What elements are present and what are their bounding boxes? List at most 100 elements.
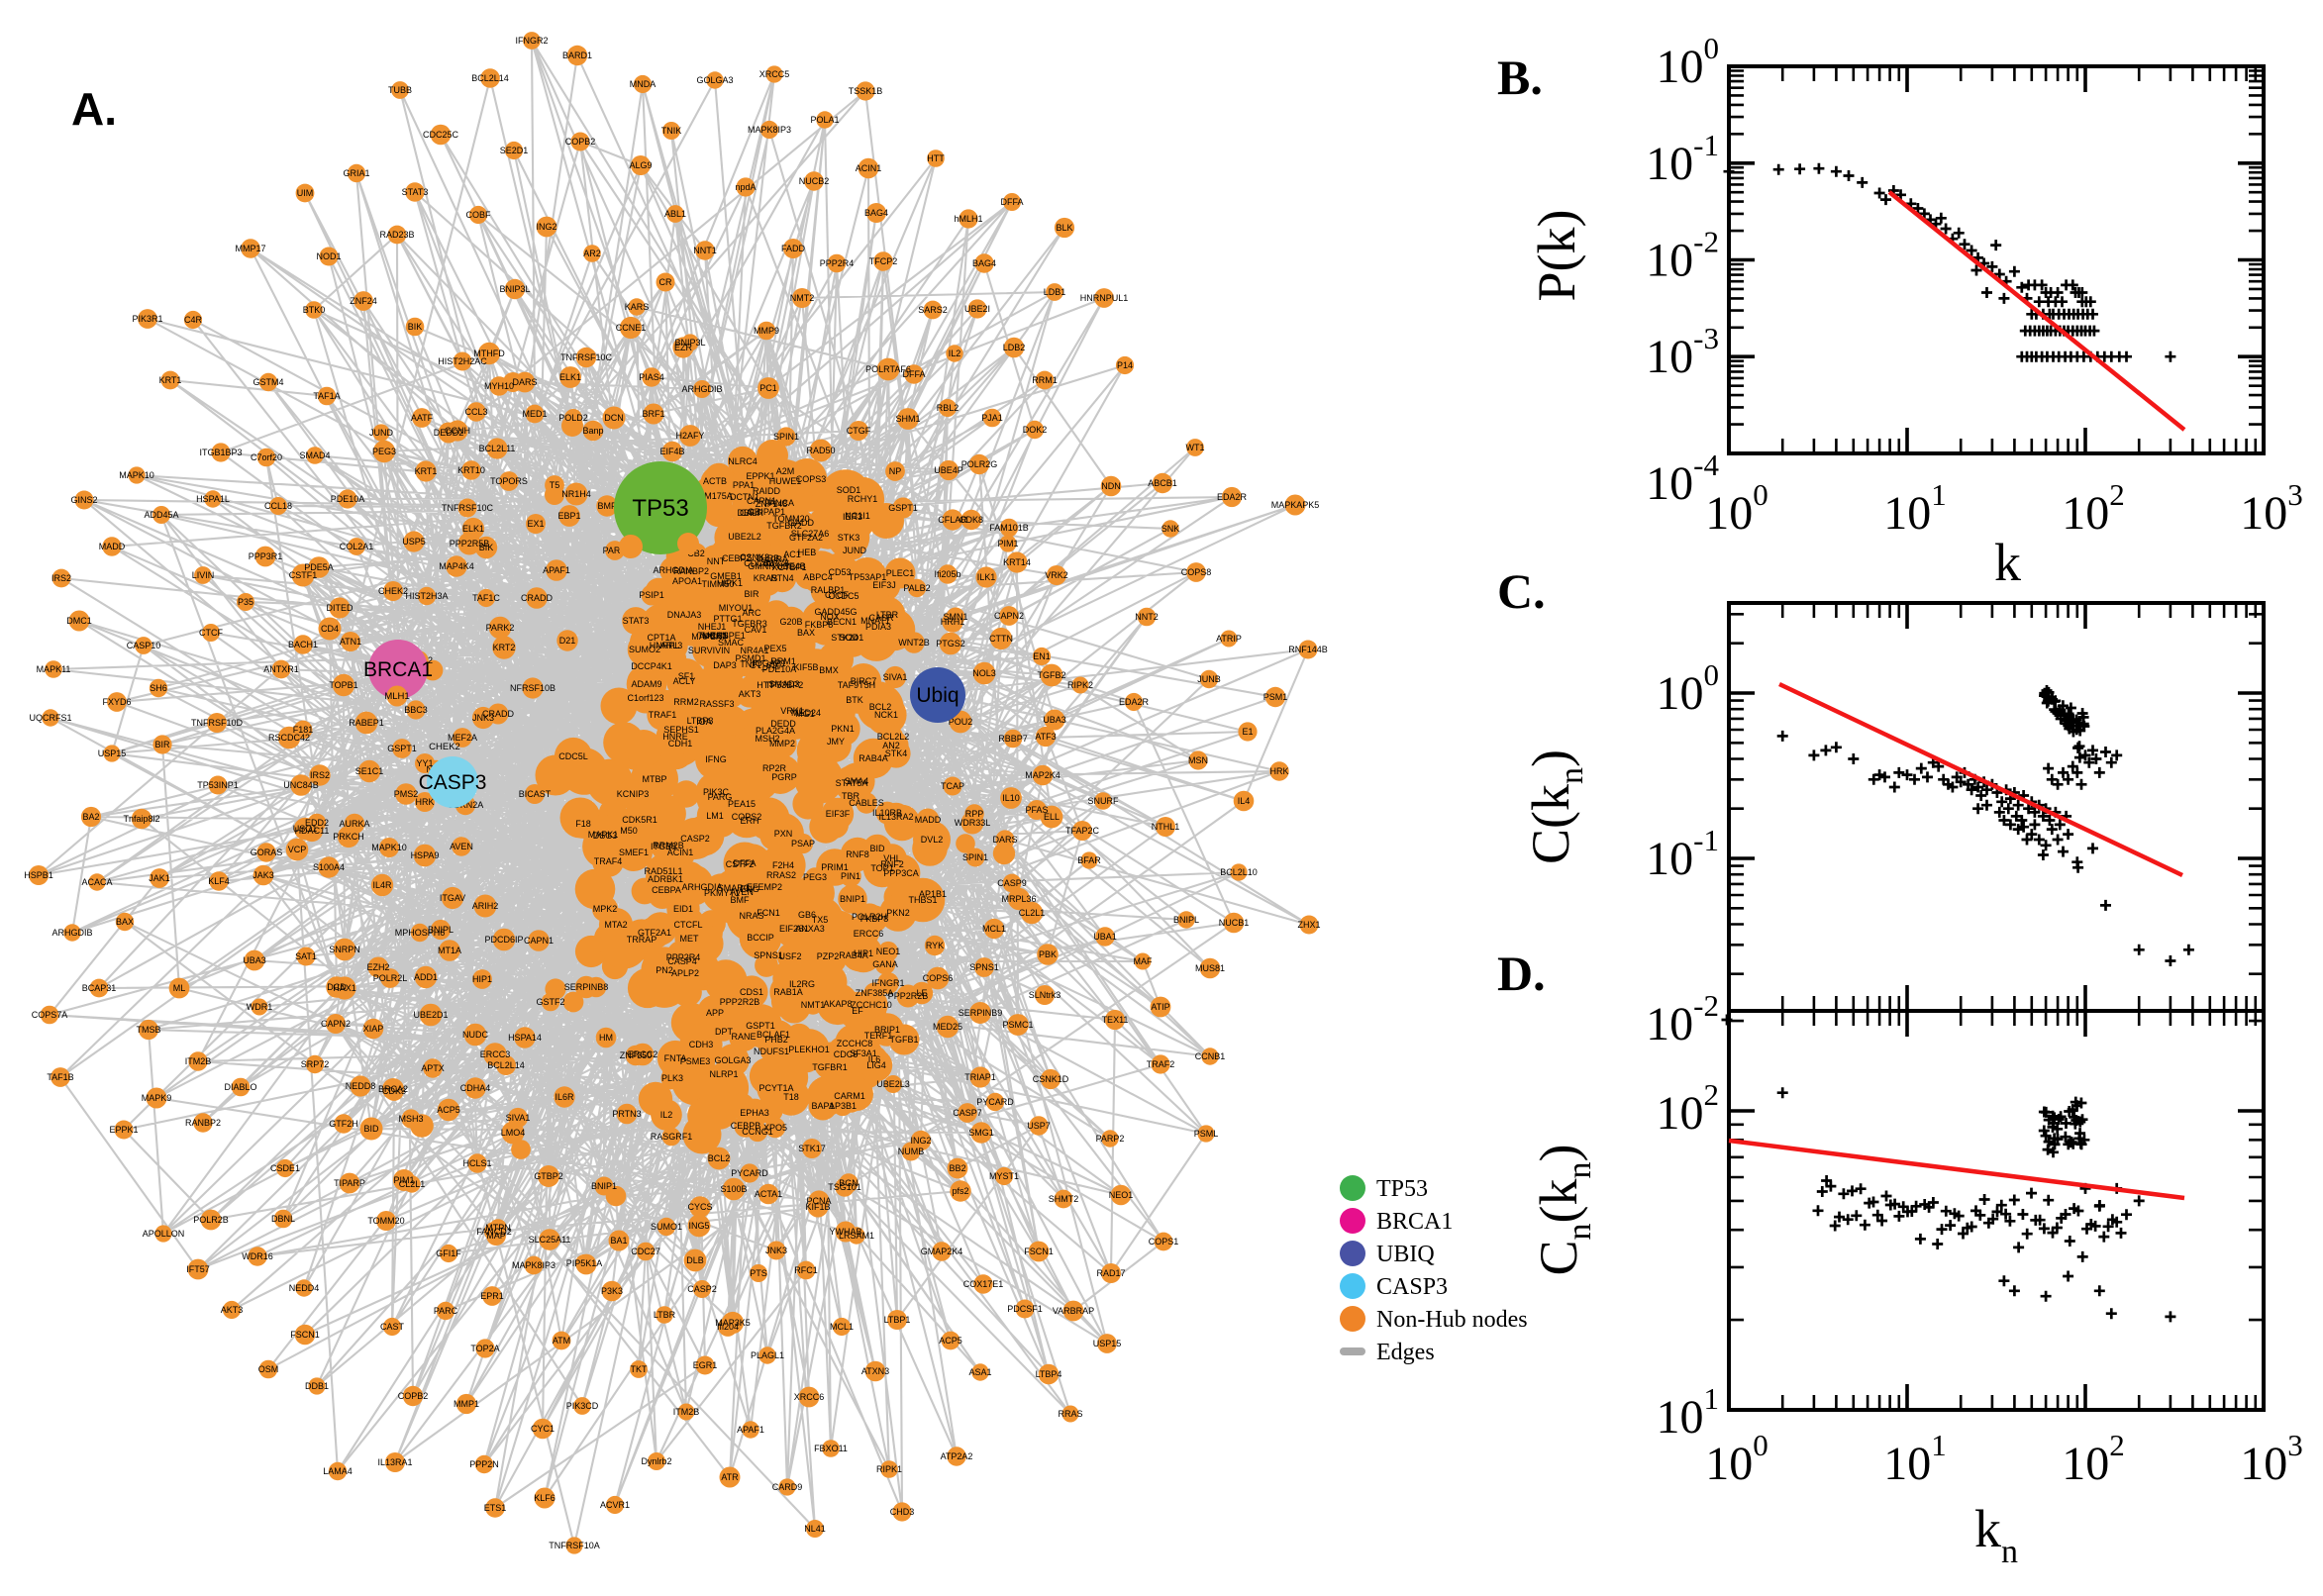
svg-text:GSTF2: GSTF2 (536, 997, 564, 1007)
svg-text:COPS1: COPS1 (1149, 1237, 1179, 1247)
svg-text:TRIAP1: TRIAP1 (964, 1072, 996, 1082)
svg-text:MAPKAPK5: MAPKAPK5 (1271, 500, 1320, 510)
svg-text:ZCCHC8: ZCCHC8 (837, 1039, 873, 1048)
svg-text:ITM2B: ITM2B (185, 1056, 212, 1066)
svg-text:STAT5A: STAT5A (836, 778, 868, 788)
svg-text:FNTA: FNTA (664, 1053, 687, 1063)
svg-text:PPP2R2B: PPP2R2B (720, 997, 760, 1007)
svg-text:PARP2: PARP2 (1096, 1134, 1125, 1144)
svg-text:EZR: EZR (674, 343, 693, 352)
svg-text:KLF4: KLF4 (208, 876, 230, 886)
svg-text:PPP3R1: PPP3R1 (249, 551, 283, 561)
svg-text:BIRC6: BIRC6 (763, 558, 790, 568)
svg-text:IRS2: IRS2 (310, 770, 330, 780)
svg-text:ETS1: ETS1 (484, 1503, 507, 1513)
svg-text:IOA: IOA (696, 717, 712, 727)
svg-text:BID: BID (869, 844, 885, 853)
svg-text:BMF: BMF (731, 895, 751, 905)
svg-text:CSNK2: CSNK2 (740, 552, 769, 562)
svg-text:BID: BID (363, 1124, 379, 1134)
svg-text:DIABLO: DIABLO (224, 1082, 256, 1092)
svg-text:KIF5B: KIF5B (793, 662, 818, 672)
svg-text:ALG9: ALG9 (629, 160, 652, 170)
svg-text:CTCF: CTCF (825, 590, 849, 600)
svg-text:TP53INP1: TP53INP1 (197, 780, 239, 790)
svg-text:GINS2: GINS2 (70, 495, 97, 505)
svg-text:C4R: C4R (184, 315, 203, 325)
svg-text:CEBPA: CEBPA (652, 885, 681, 895)
svg-text:CDK3: CDK3 (382, 1086, 406, 1096)
svg-text:DFFA: DFFA (902, 369, 925, 379)
svg-text:XRCC5: XRCC5 (759, 69, 790, 79)
svg-text:S100B: S100B (720, 1184, 747, 1194)
svg-text:C7orf20: C7orf20 (251, 452, 282, 462)
svg-text:MNDA: MNDA (630, 79, 656, 89)
svg-text:GOLGA3: GOLGA3 (696, 75, 733, 85)
svg-text:SE2D1: SE2D1 (500, 146, 529, 155)
svg-text:RASSF3: RASSF3 (699, 699, 734, 709)
svg-text:MAP2K4: MAP2K4 (1025, 770, 1060, 780)
svg-text:LAMA4: LAMA4 (323, 1466, 353, 1476)
svg-text:CDS1: CDS1 (740, 987, 763, 997)
svg-text:TOPB1: TOPB1 (329, 680, 357, 690)
svg-text:CFLAR: CFLAR (938, 515, 967, 525)
svg-text:BAG4: BAG4 (972, 258, 996, 268)
svg-text:MMP1: MMP1 (454, 1399, 479, 1409)
svg-text:RCHY1: RCHY1 (848, 494, 878, 504)
svg-text:GSPT1: GSPT1 (888, 503, 918, 513)
svg-text:PHB2: PHB2 (764, 1035, 788, 1045)
svg-text:RIPK2: RIPK2 (1067, 680, 1093, 690)
svg-text:PALB2: PALB2 (903, 583, 930, 593)
svg-text:MSN: MSN (1188, 755, 1208, 765)
svg-text:BCL2L14: BCL2L14 (471, 73, 509, 83)
svg-text:MSH2: MSH2 (755, 734, 779, 744)
svg-text:DOK2: DOK2 (1023, 425, 1048, 435)
svg-text:PIM1: PIM1 (997, 539, 1018, 549)
svg-text:MAPK9: MAPK9 (142, 1093, 172, 1103)
svg-text:HIPK1: HIPK1 (717, 578, 743, 588)
svg-text:TEX11: TEX11 (1102, 1015, 1129, 1025)
svg-text:ACP5: ACP5 (437, 1105, 460, 1115)
svg-text:C(kn): C(kn) (1521, 749, 1590, 864)
svg-text:HRK: HRK (1269, 766, 1288, 776)
svg-text:JUND: JUND (843, 546, 866, 555)
svg-text:NEO1: NEO1 (876, 947, 901, 956)
svg-text:UBE2L2: UBE2L2 (728, 532, 761, 542)
svg-text:ATRIP: ATRIP (1216, 634, 1242, 644)
svg-text:BNIPL: BNIPL (428, 925, 454, 935)
svg-text:NNT2: NNT2 (1135, 612, 1159, 622)
svg-text:GOLGA3: GOLGA3 (714, 1055, 751, 1065)
svg-text:CD4: CD4 (321, 624, 339, 634)
svg-text:ATR: ATR (721, 1472, 739, 1482)
svg-text:PPP2R5B: PPP2R5B (450, 539, 490, 549)
svg-text:APTX: APTX (421, 1063, 445, 1073)
svg-text:TRAF4: TRAF4 (594, 856, 623, 866)
svg-text:CASP2: CASP2 (687, 1284, 717, 1294)
svg-text:BCCIP: BCCIP (747, 933, 774, 943)
svg-text:AVEN: AVEN (730, 887, 754, 897)
svg-text:PIN1: PIN1 (841, 871, 860, 881)
svg-text:MNAT1: MNAT1 (860, 616, 890, 626)
svg-text:ELK1: ELK1 (462, 524, 484, 534)
svg-text:LIG4: LIG4 (866, 1060, 886, 1070)
svg-text:CDC6: CDC6 (834, 1049, 858, 1059)
svg-text:PIP5K1A: PIP5K1A (566, 1258, 603, 1268)
svg-text:BAG4: BAG4 (864, 208, 888, 218)
svg-text:YY1: YY1 (416, 758, 433, 768)
svg-text:CAPN1: CAPN1 (747, 496, 776, 506)
svg-text:MET: MET (680, 934, 700, 944)
svg-text:JUND: JUND (369, 428, 393, 438)
svg-text:EDD2: EDD2 (305, 818, 329, 828)
svg-text:PYCARD: PYCARD (731, 1168, 768, 1178)
svg-text:TMSB: TMSB (136, 1025, 160, 1035)
svg-text:PKN2: PKN2 (886, 908, 910, 918)
svg-text:WDR33L: WDR33L (955, 818, 991, 828)
svg-text:DCCP4K1: DCCP4K1 (631, 661, 672, 671)
svg-text:SNK: SNK (1162, 524, 1180, 534)
svg-text:HSPA1L: HSPA1L (196, 494, 230, 504)
svg-text:ACIN1: ACIN1 (667, 848, 694, 857)
svg-text:ITM2B: ITM2B (673, 1407, 700, 1417)
svg-text:CASP3: CASP3 (1376, 1274, 1448, 1300)
svg-text:BNIP1: BNIP1 (840, 894, 865, 904)
svg-text:TNF: TNF (740, 659, 758, 669)
